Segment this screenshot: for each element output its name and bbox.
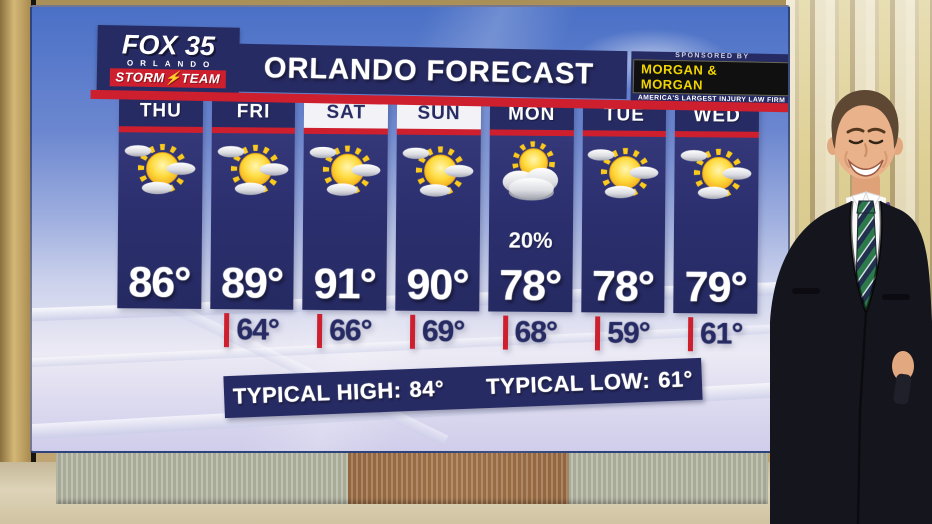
day-forecast-cell: 90° <box>395 134 481 312</box>
title-bar: ORLANDO FORECAST <box>230 43 628 100</box>
lightning-bolt-icon: ⚡ <box>164 69 182 86</box>
mostly-sunny-icon <box>588 147 659 199</box>
fox35-storm-team-logo: FOX 35 ORLANDO STORM⚡TEAM <box>96 24 240 94</box>
typical-high-label: TYPICAL HIGH: <box>232 377 403 409</box>
weather-icon-wrap <box>214 138 293 205</box>
typical-low-value: 61° <box>657 366 694 393</box>
typical-low: TYPICAL LOW: 61° <box>486 366 694 400</box>
storm-team-badge: STORM⚡TEAM <box>109 67 227 88</box>
weatherman-smile <box>847 158 884 177</box>
weather-icon-wrap <box>585 141 664 208</box>
weatherman-right-hand <box>892 351 914 381</box>
forecast-day-column: MON 20% <box>488 99 574 354</box>
page-title: ORLANDO FORECAST <box>263 51 595 91</box>
typical-high-value: 84° <box>409 375 445 403</box>
day-forecast-cell: 86° <box>117 132 203 309</box>
typical-low-label: TYPICAL LOW: <box>485 367 651 400</box>
weatherman <box>770 90 932 524</box>
remote-clicker <box>893 373 912 405</box>
mostly-sunny-icon <box>680 148 752 200</box>
weatherman-suit <box>770 201 932 524</box>
forecast-day-column: SAT 91 <box>302 97 389 353</box>
mostly-sunny-icon <box>310 145 381 196</box>
weather-icon-wrap <box>306 139 385 206</box>
weatherman-tie-knot <box>856 200 876 214</box>
wall-under-screen <box>56 446 768 504</box>
typical-high: TYPICAL HIGH: 84° <box>233 376 445 410</box>
day-forecast-cell: 20% 78° <box>488 135 574 313</box>
forecast-day-column: SUN 90 <box>395 98 481 354</box>
sponsor-name: MORGAN & MORGAN <box>632 59 788 97</box>
weather-video-wall: FOX 35 ORLANDO STORM⚡TEAM ORLANDO FORECA… <box>30 5 790 453</box>
storm-label: STORM <box>115 68 165 85</box>
forecast-day-column: TUE 78 <box>580 100 667 355</box>
weather-icon-wrap <box>399 140 478 207</box>
day-forecast-cell: 89° <box>209 133 296 310</box>
mostly-sunny-icon <box>124 143 196 195</box>
forecast-day-column: WED 79 <box>673 101 760 356</box>
logo-city-label: ORLANDO <box>126 58 217 69</box>
forecast-day-column: THU 86 <box>117 96 203 351</box>
day-forecast-cell: 91° <box>302 133 388 311</box>
day-forecast-cell: 79° <box>673 137 759 314</box>
network-wordmark: FOX 35 <box>121 28 216 61</box>
day-forecast-cell: 78° <box>580 136 667 313</box>
weather-icon-wrap <box>677 142 756 209</box>
sponsored-by-label: SPONSORED BY <box>675 52 750 61</box>
weatherman-hair <box>831 90 899 149</box>
weather-icon-wrap <box>492 140 571 207</box>
mostly-sunny-icon <box>402 146 474 197</box>
partly-cloudy-icon <box>502 141 558 201</box>
sponsor-box: SPONSORED BY MORGAN & MORGAN AMERICA'S L… <box>630 51 788 105</box>
forecast-day-column: FRI 89 <box>209 97 296 352</box>
forecast-days-row: THU 86 <box>117 96 760 356</box>
weather-icon-wrap <box>121 137 200 204</box>
team-label: TEAM <box>181 70 221 86</box>
mostly-sunny-icon <box>217 144 288 195</box>
